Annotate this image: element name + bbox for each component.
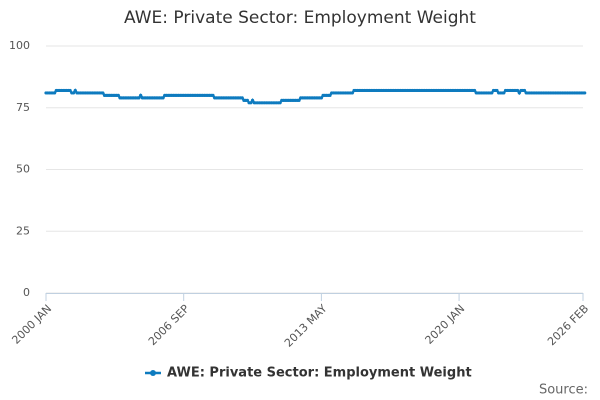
point [116, 93, 120, 97]
point [137, 96, 141, 100]
x-tick-label: 2026 FEB [545, 302, 591, 348]
point [328, 93, 332, 97]
legend-label: AWE: Private Sector: Employment Weight [167, 366, 472, 381]
point [250, 98, 255, 102]
point [490, 91, 494, 95]
y-tick-label: 0 [23, 286, 30, 299]
y-tick-label: 50 [16, 163, 30, 176]
point [249, 101, 253, 105]
legend-marker [150, 370, 156, 376]
chart-title: AWE: Private Sector: Employment Weight [124, 8, 476, 28]
point [278, 101, 282, 105]
point [515, 88, 520, 93]
x-tick-label: 2020 JAN [423, 302, 468, 347]
y-tick-label: 100 [9, 39, 30, 52]
point [583, 91, 587, 95]
point [297, 98, 301, 102]
point [502, 91, 506, 95]
point [68, 88, 72, 93]
point [319, 96, 323, 100]
point [522, 88, 527, 93]
y-tick-label: 75 [16, 101, 30, 114]
point [53, 91, 57, 95]
point [495, 88, 499, 93]
y-tick-label: 25 [16, 224, 30, 237]
x-tick-label: 2006 SEP [146, 302, 192, 348]
x-tick-label: 2000 JAN [9, 302, 54, 347]
point [350, 91, 354, 95]
source: Source: [539, 383, 588, 398]
point [240, 96, 244, 100]
point [139, 93, 143, 97]
point [161, 96, 165, 100]
point [517, 91, 521, 95]
point [472, 88, 477, 93]
point [101, 91, 105, 95]
point [71, 91, 76, 95]
point [73, 88, 77, 93]
x-tick-label: 2013 MAY [282, 302, 330, 350]
point [211, 93, 215, 97]
point [245, 98, 249, 102]
